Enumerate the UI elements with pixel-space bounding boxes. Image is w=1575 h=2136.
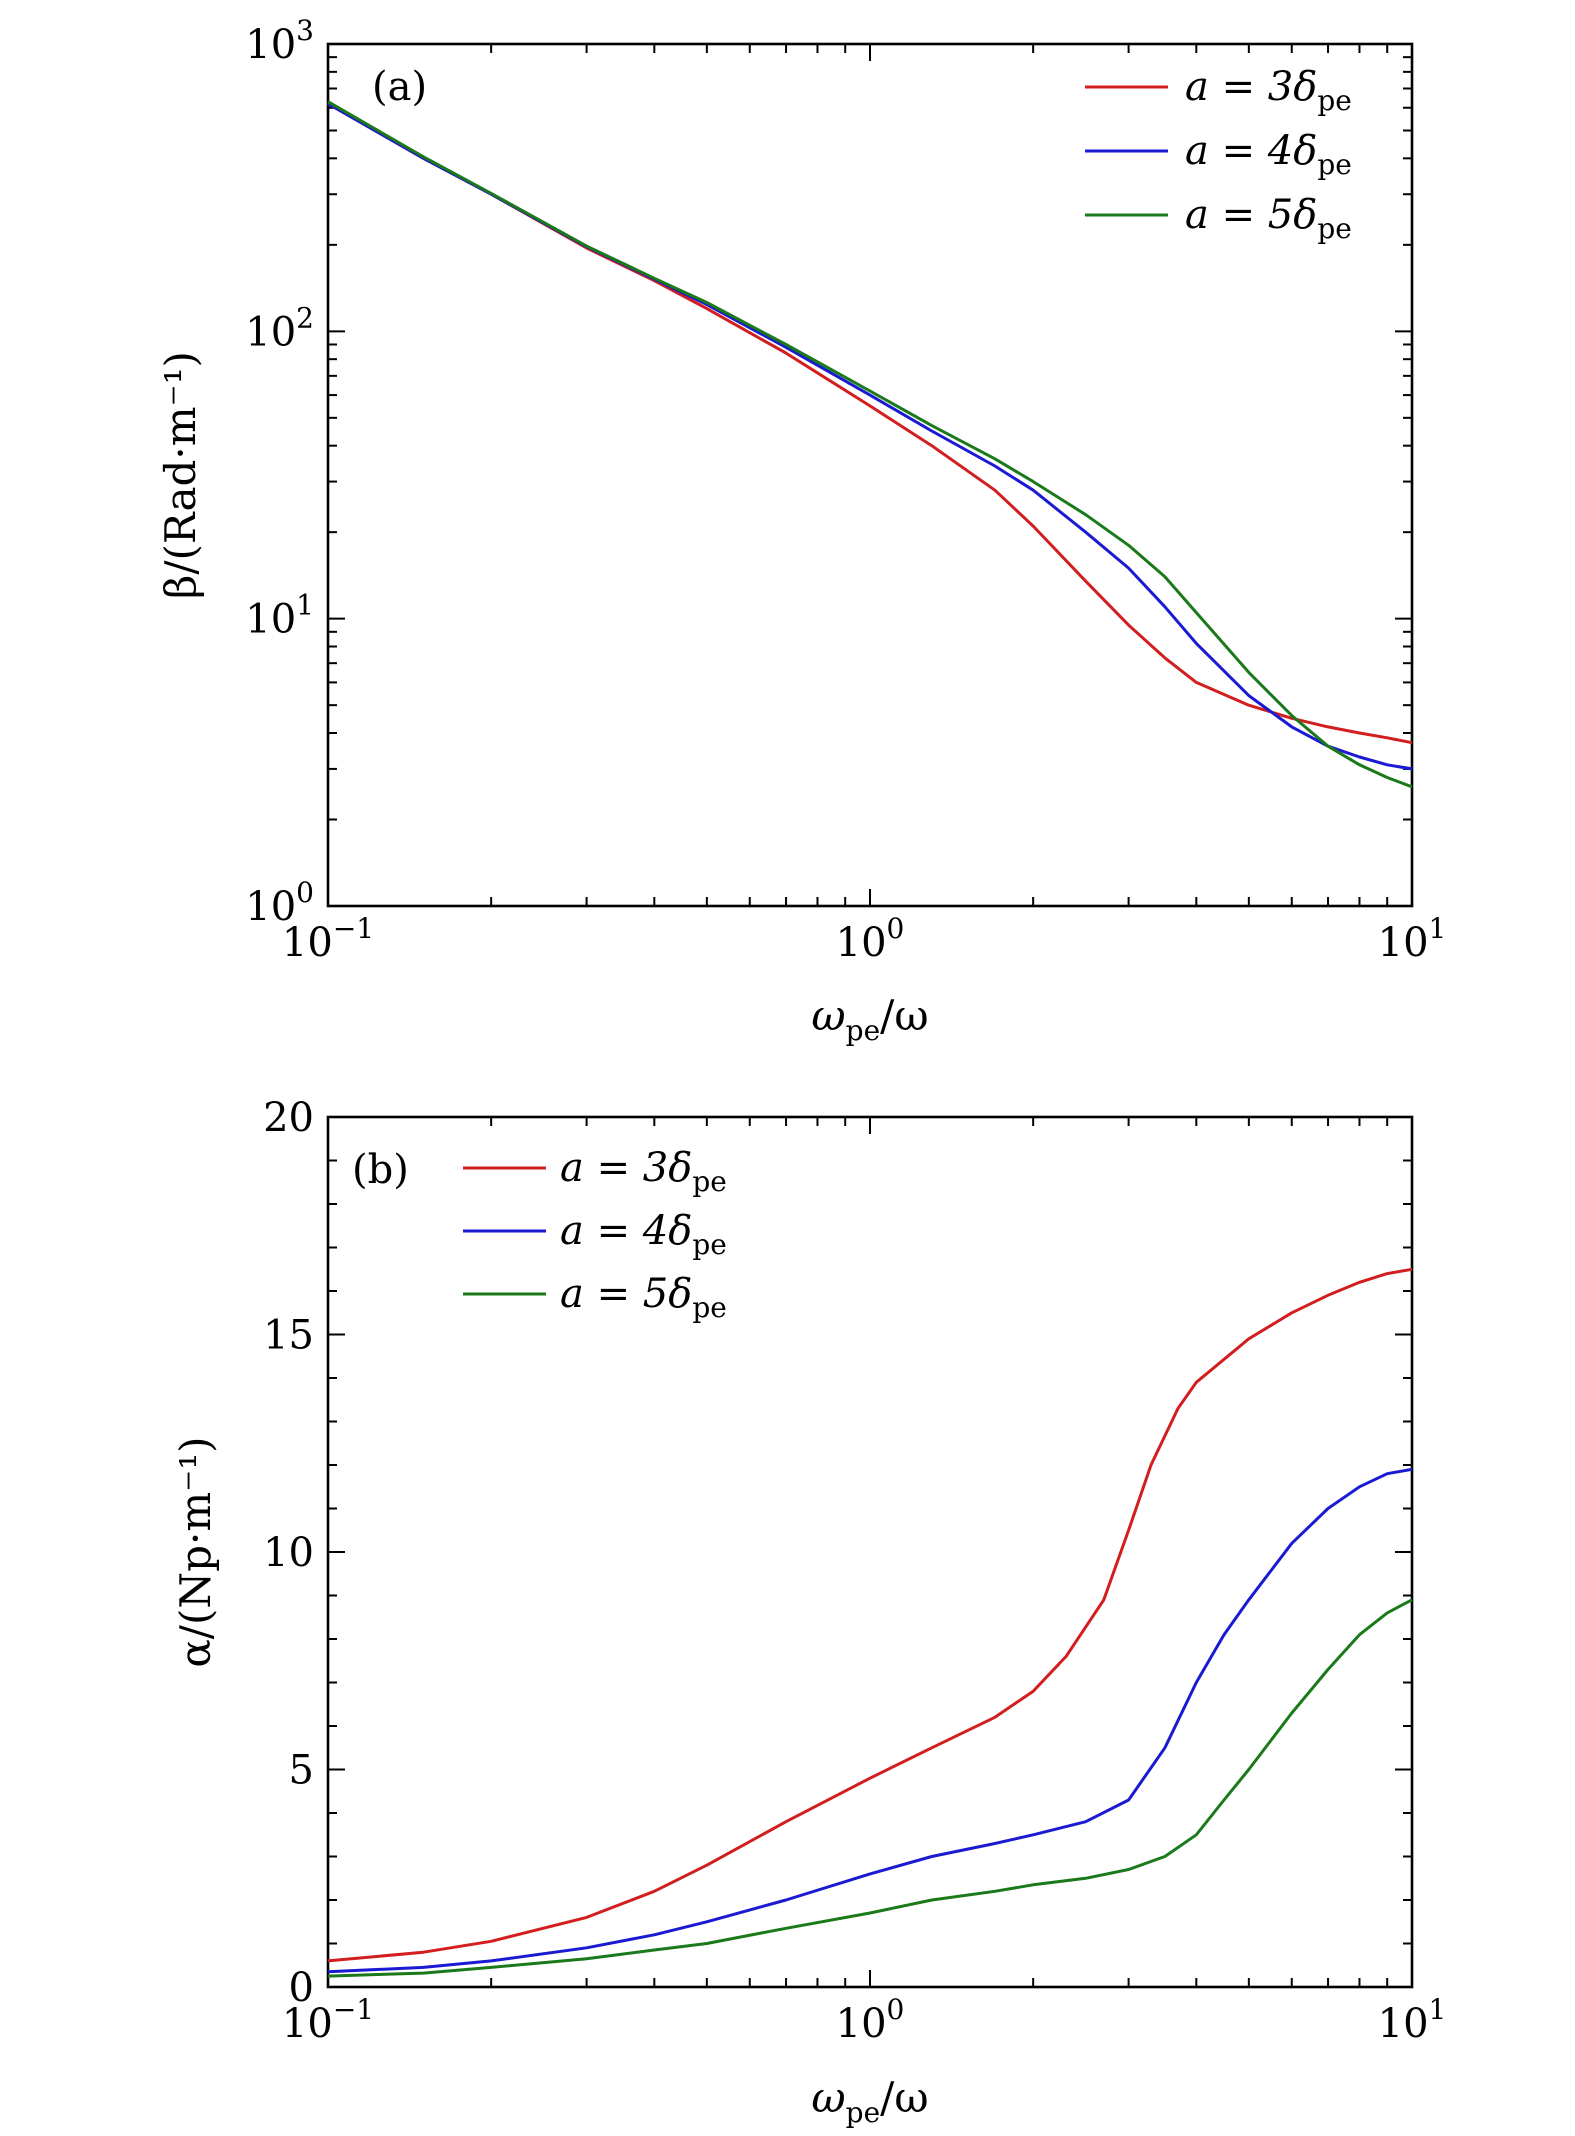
- series-line-4delta: [327, 1467, 1413, 1974]
- legend-entry-label: a = 5δpe: [1185, 192, 1352, 245]
- y-axis-label: α/(Np·m⁻¹): [171, 1436, 220, 1667]
- legend-entry-label: a = 3δpe: [1185, 64, 1352, 117]
- legend: a = 3δpe a = 4δpe a = 5δpe: [463, 1145, 727, 1324]
- y-tick-label: 100: [245, 876, 314, 930]
- x-tick-label: 10−1: [282, 912, 374, 966]
- y-tick-label: 10: [263, 1530, 314, 1576]
- series-line-3delta: [327, 1267, 1413, 1963]
- legend-entry-label: a = 4δpe: [1185, 128, 1352, 181]
- x-tick-label: 101: [1378, 1993, 1447, 2047]
- x-axis-label: ωpe/ω: [811, 2073, 928, 2129]
- panel-label: (a): [372, 64, 427, 110]
- legend: a = 3δpe a = 4δpe a = 5δpe: [1085, 64, 1352, 245]
- x-tick-label: 100: [836, 912, 905, 966]
- y-tick-label: 15: [263, 1313, 314, 1359]
- legend-entry-label: a = 4δpe: [560, 1208, 727, 1261]
- y-tick-label: 5: [289, 1748, 314, 1794]
- x-tick-label: 101: [1378, 912, 1447, 966]
- series-line-5delta: [327, 1598, 1413, 1978]
- legend-entry-label: a = 5δpe: [560, 1271, 727, 1324]
- panel-label: (b): [352, 1147, 409, 1193]
- legend-entry-label: a = 3δpe: [560, 1145, 727, 1198]
- y-tick-label: 103: [245, 14, 314, 68]
- y-tick-label: 101: [245, 589, 314, 643]
- y-tick-label: 20: [263, 1095, 314, 1141]
- y-tick-label: 0: [289, 1965, 314, 2011]
- plot-frame: [326, 1115, 1414, 1989]
- x-tick-label: 10−1: [282, 1993, 374, 2047]
- series-line-5delta: [327, 100, 1413, 789]
- x-axis-label: ωpe/ω: [811, 991, 928, 1047]
- y-axis-label: β/(Rad·m⁻¹): [156, 351, 205, 599]
- x-tick-label: 100: [836, 1993, 905, 2047]
- y-tick-label: 102: [245, 301, 314, 355]
